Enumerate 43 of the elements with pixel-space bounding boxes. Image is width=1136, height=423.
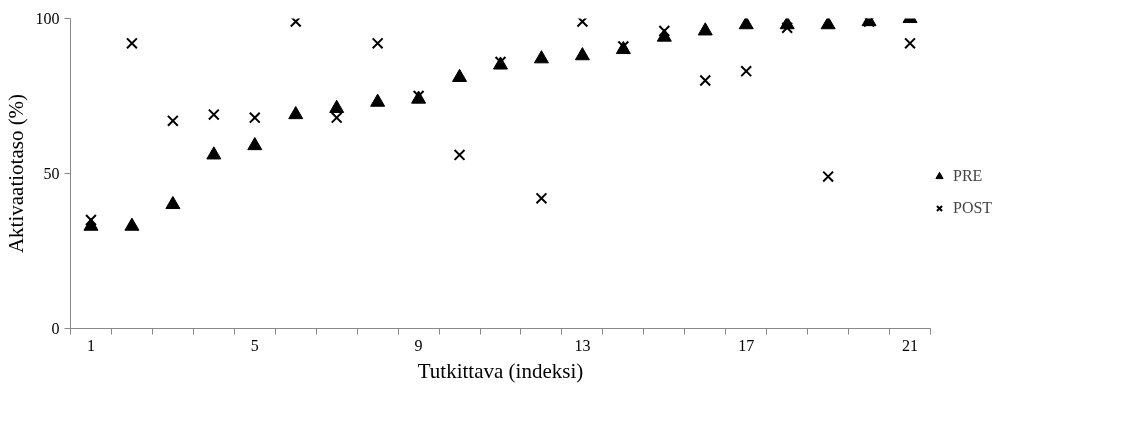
point <box>904 37 916 50</box>
point <box>699 74 712 87</box>
point <box>166 114 179 127</box>
point <box>533 50 549 64</box>
y-tick-label: 100 <box>35 10 60 27</box>
point <box>330 111 343 124</box>
x-axis-title: Tutkittava (indeksi) <box>417 358 584 383</box>
legend-label: POST <box>953 199 993 217</box>
x-tick-label: 13 <box>574 336 591 354</box>
point <box>740 65 753 78</box>
point <box>822 170 835 183</box>
point <box>165 195 181 210</box>
point <box>820 18 836 30</box>
point <box>124 217 140 231</box>
y-tick-label: 50 <box>43 165 60 182</box>
point <box>207 108 220 121</box>
point <box>125 37 138 50</box>
y-axis-title: Aktivaatiotaso (%) <box>3 93 28 254</box>
x-tick-label: 5 <box>250 336 259 354</box>
x-tick-label: 9 <box>414 336 423 354</box>
point <box>738 18 754 30</box>
legend-label: PRE <box>953 167 983 185</box>
point <box>535 192 548 205</box>
x-tick-label: 17 <box>738 336 755 354</box>
point <box>288 106 304 120</box>
x-tick-label: 1 <box>86 336 95 354</box>
point <box>452 68 468 82</box>
point <box>329 99 345 113</box>
point <box>453 148 466 161</box>
point <box>781 21 794 34</box>
point <box>658 24 671 37</box>
point <box>371 37 384 50</box>
point <box>289 18 302 28</box>
x-tick-label: 21 <box>902 336 919 354</box>
point <box>206 146 222 160</box>
y-tick-label: 0 <box>51 320 60 337</box>
point <box>576 18 589 28</box>
point <box>574 47 590 61</box>
point <box>248 111 261 124</box>
point <box>370 93 386 107</box>
point <box>247 137 263 151</box>
point <box>85 214 97 226</box>
point <box>697 22 713 36</box>
